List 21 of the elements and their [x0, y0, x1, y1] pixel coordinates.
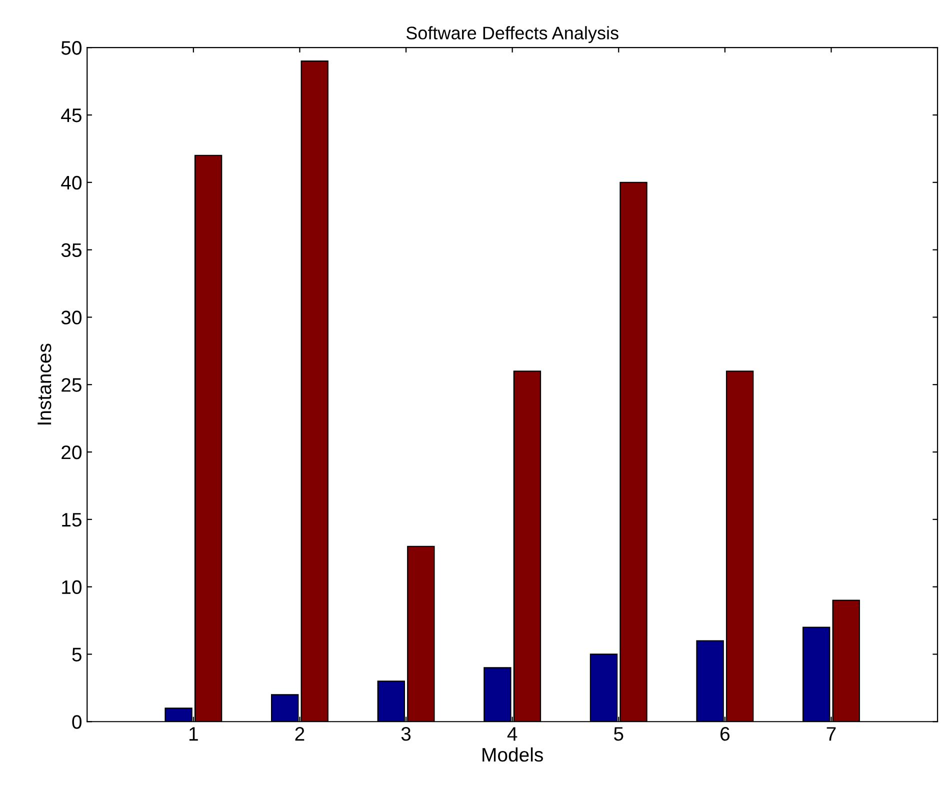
- y-tick-label: 40: [61, 176, 82, 190]
- x-tick-label: 3: [401, 727, 411, 741]
- y-tick-label: 45: [61, 108, 82, 122]
- x-tick-label: 4: [507, 727, 518, 741]
- y-tick-label: 0: [72, 715, 82, 729]
- y-tick-label: 35: [61, 243, 82, 258]
- y-axis-title: Instances: [38, 344, 52, 424]
- chart-title: Software Deffects Analysis: [406, 26, 618, 43]
- y-tick-label: 10: [62, 580, 82, 594]
- y-tick-label: 5: [72, 648, 82, 662]
- x-tick-label: 1: [190, 727, 198, 741]
- y-tick-label: 20: [62, 445, 82, 460]
- x-tick-label: 2: [295, 727, 304, 741]
- y-tick-label: 15: [62, 513, 82, 527]
- y-tick-label: 25: [62, 378, 82, 392]
- x-tick-label: 7: [826, 727, 836, 741]
- y-tick-label: 50: [61, 41, 82, 55]
- y-tick-label: 30: [61, 310, 82, 324]
- x-tick-label: 6: [720, 727, 730, 741]
- x-axis-title: Models: [482, 747, 543, 762]
- x-tick-label: 5: [614, 727, 624, 741]
